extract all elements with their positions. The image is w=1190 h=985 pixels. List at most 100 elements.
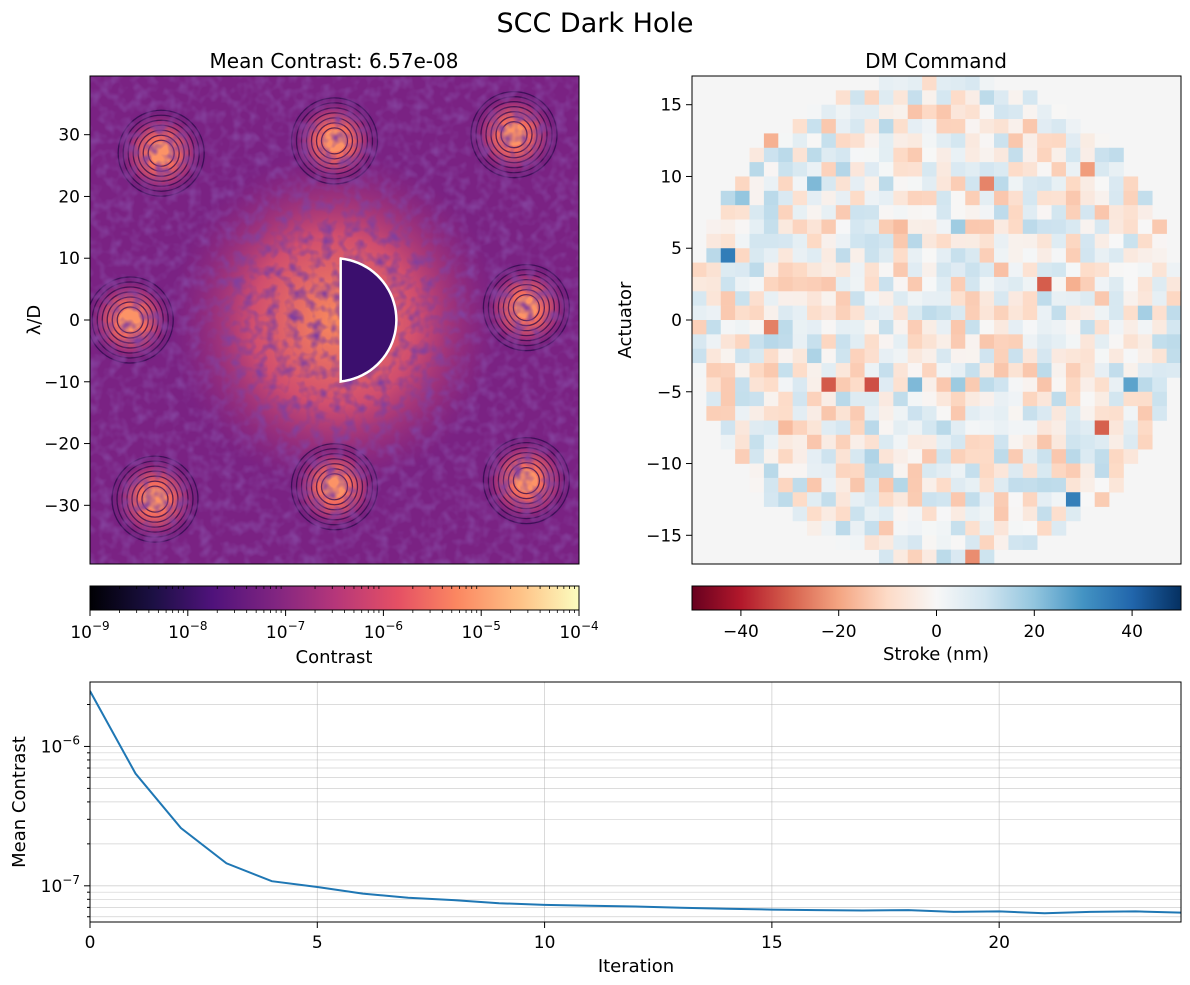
dm-actuator-cell — [1166, 291, 1182, 306]
dm-actuator-cell — [749, 348, 765, 364]
dm-actuator-cell — [763, 449, 779, 464]
dm-actuator-cell — [821, 119, 837, 134]
dm-actuator-cell — [706, 305, 722, 321]
dm-actuator-cell — [907, 420, 923, 436]
dm-actuator-cell — [1037, 133, 1052, 149]
dm-actuator-cell — [1008, 449, 1024, 464]
dm-actuator-cell — [922, 506, 937, 522]
contrast-image-panel: Mean Contrast: 6.57e-08 30 20 10 0 −10 −20 −30… — [24, 49, 599, 668]
ytick-label: −30 — [44, 496, 80, 516]
dm-actuator-cell — [821, 133, 837, 149]
dm-actuator-cell — [994, 477, 1009, 493]
dm-actuator-cell — [950, 348, 966, 364]
dm-actuator-cell — [878, 377, 894, 393]
dm-actuator-cell — [1008, 104, 1024, 120]
convergence-xaxis: 0 5 10 15 20 — [85, 922, 1010, 953]
dm-actuator-cell — [1008, 119, 1024, 134]
dm-actuator-cell — [1094, 348, 1110, 364]
dm-actuator-cell — [792, 162, 808, 177]
dm-actuator-cell — [1080, 162, 1095, 177]
dm-actuator-cell — [1080, 205, 1095, 220]
dm-actuator-cell — [907, 348, 923, 364]
dm-actuator-cell — [1152, 233, 1167, 249]
dm-actuator-cell — [994, 506, 1009, 522]
dm-actuator-cell — [850, 90, 865, 105]
dm-actuator-cell — [807, 391, 822, 407]
dm-actuator-cell — [893, 348, 909, 364]
dm-actuator-cell — [807, 104, 822, 120]
dm-actuator-cell — [994, 119, 1009, 134]
dm-actuator-cell — [994, 90, 1009, 105]
dm-actuator-cell — [807, 420, 822, 436]
dm-actuator-cell — [979, 535, 995, 550]
dm-actuator-cell — [778, 363, 793, 378]
dm-actuator-cell — [1037, 219, 1052, 235]
dm-actuator-cell — [1080, 391, 1095, 407]
dm-actuator-cell — [965, 248, 980, 263]
dm-actuator-cell — [1022, 406, 1038, 421]
dm-actuator-cell — [950, 363, 966, 378]
dm-actuator-cell — [864, 205, 880, 220]
dm-actuator-cell — [720, 420, 736, 436]
dm-actuator-cell — [893, 305, 909, 321]
dm-actuator-cell — [1123, 348, 1139, 364]
dm-actuator-cell — [835, 506, 851, 522]
dm-actuator-cell — [1152, 276, 1167, 292]
dm-actuator-cell — [1094, 133, 1110, 149]
dm-actuator-cell — [864, 291, 880, 306]
dm-actuator-cell — [893, 90, 909, 105]
dm-actuator-cell — [922, 334, 937, 349]
dm-actuator-cell — [807, 520, 822, 536]
dm-actuator-cell — [1123, 449, 1139, 464]
dm-actuator-cell — [950, 90, 966, 105]
dm-actuator-cell — [979, 391, 995, 407]
dm-actuator-cell — [706, 233, 722, 249]
dm-actuator-cell — [893, 506, 909, 522]
dm-actuator-cell — [922, 119, 937, 134]
dm-actuator-cell — [835, 420, 851, 436]
dm-actuator-cell — [792, 305, 808, 321]
dm-actuator-cell — [893, 133, 909, 149]
dm-actuator-cell — [1008, 535, 1024, 550]
dm-actuator-cell — [720, 233, 736, 249]
dm-actuator-cell — [878, 520, 894, 536]
dm-actuator-cell — [965, 233, 980, 249]
dm-actuator-cell — [979, 420, 995, 436]
dm-actuator-cell — [778, 477, 793, 493]
dm-actuator-cell — [1022, 363, 1038, 378]
dm-actuator-cell — [907, 262, 923, 278]
dm-actuator-cell — [936, 133, 952, 149]
dm-actuator-cell — [735, 176, 750, 192]
dm-actuator-cell — [735, 348, 750, 364]
dm-actuator-cell — [1008, 147, 1024, 163]
dm-actuator-cell — [893, 391, 909, 407]
dm-actuator-cell — [1123, 420, 1139, 436]
dm-actuator-cell — [792, 119, 808, 134]
dm-actuator-cell — [835, 463, 851, 479]
dm-actuator-cell — [907, 477, 923, 493]
dm-actuator-cell — [850, 334, 865, 349]
dm-actuator-cell — [1080, 262, 1095, 278]
dm-actuator-cell — [1123, 363, 1139, 378]
dm-actuator-cell — [763, 334, 779, 349]
dm-actuator-cell — [950, 233, 966, 249]
dm-actuator-cell — [936, 162, 952, 177]
dm-actuator-cell — [1080, 363, 1095, 378]
dm-actuator-cell — [1094, 434, 1110, 450]
dm-actuator-cell — [778, 233, 793, 249]
dm-actuator-cell — [850, 477, 865, 493]
dm-actuator-cell — [850, 219, 865, 235]
dm-actuator-cell — [979, 119, 995, 134]
dm-actuator-cell — [922, 477, 937, 493]
dm-actuator-cell — [1022, 248, 1038, 263]
dm-actuator-cell — [907, 363, 923, 378]
dm-actuator-cell — [835, 219, 851, 235]
dm-actuator-cell — [807, 119, 822, 134]
dm-actuator-cell — [850, 305, 865, 321]
dm-actuator-cell — [864, 363, 880, 378]
dm-actuator-cell — [749, 449, 765, 464]
dm-actuator-cell — [706, 219, 722, 235]
dm-actuator-cell — [979, 133, 995, 149]
dm-actuator-cell — [965, 348, 980, 364]
dm-command-title: DM Command — [865, 49, 1007, 73]
